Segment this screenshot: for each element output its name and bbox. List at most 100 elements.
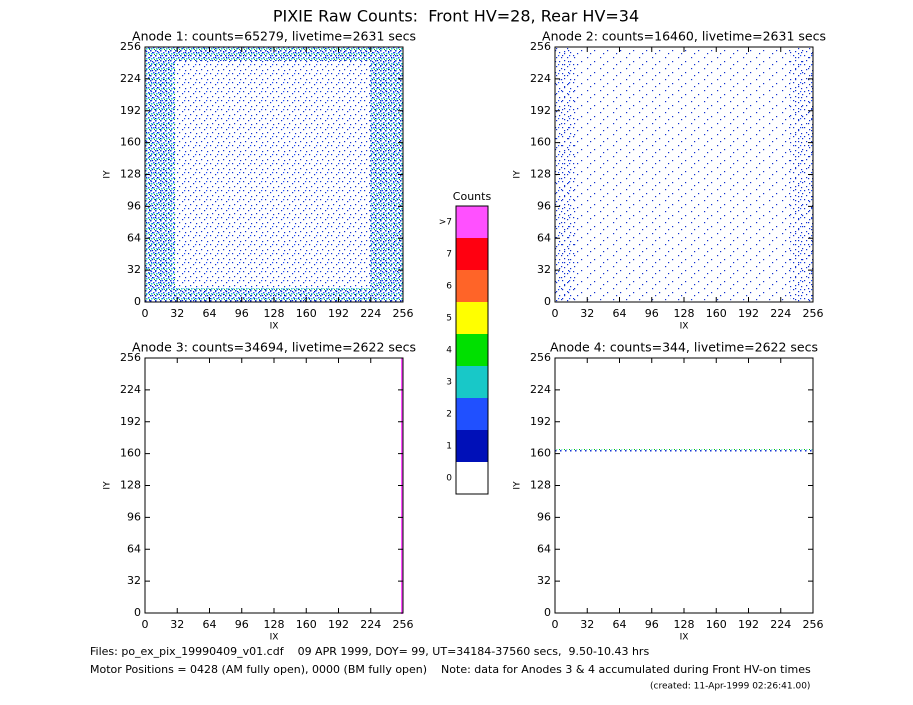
footer-line: Motor Positions = 0428 (AM fully open), … (90, 663, 811, 676)
x-axis-label: IX (680, 633, 689, 643)
x-tick-label: 256 (803, 618, 824, 631)
colorbar-label: >7 (439, 218, 452, 228)
y-tick-label: 128 (120, 168, 141, 181)
y-tick-label: 256 (120, 40, 141, 53)
footer-created: (created: 11-Apr-1999 02:26:41.00) (650, 682, 810, 692)
y-axis-label: IY (103, 170, 113, 179)
y-tick-label: 64 (127, 231, 141, 244)
x-tick-label: 128 (264, 618, 285, 631)
colorbar-swatch (456, 334, 488, 366)
x-tick-label: 192 (738, 618, 759, 631)
x-tick-label: 224 (360, 618, 381, 631)
x-tick-label: 160 (706, 307, 727, 320)
colorbar-label: 3 (446, 378, 452, 388)
colorbar-label: 2 (446, 410, 452, 420)
x-tick-label: 256 (393, 307, 414, 320)
x-tick-label: 160 (296, 618, 317, 631)
x-tick-label: 0 (142, 307, 149, 320)
y-tick-label: 160 (530, 447, 551, 460)
y-tick-label: 0 (544, 295, 551, 308)
y-tick-label: 224 (530, 72, 551, 85)
x-tick-label: 96 (645, 618, 659, 631)
x-tick-label: 192 (738, 307, 759, 320)
y-tick-label: 160 (120, 447, 141, 460)
x-tick-label: 160 (296, 307, 317, 320)
texture (370, 47, 403, 302)
x-tick-label: 256 (803, 307, 824, 320)
x-tick-label: 32 (170, 307, 184, 320)
y-axis-label: IY (513, 170, 523, 179)
y-tick-label: 192 (530, 415, 551, 428)
y-tick-label: 96 (127, 510, 141, 523)
colorbar-swatch (456, 366, 488, 398)
x-axis-label: IX (680, 322, 689, 332)
x-tick-label: 96 (235, 307, 249, 320)
colorbar-label: 6 (446, 282, 452, 292)
y-tick-label: 96 (537, 510, 551, 523)
texture (555, 47, 813, 302)
y-tick-label: 224 (530, 383, 551, 396)
colorbar-frame (455, 205, 489, 495)
y-tick-label: 32 (537, 574, 551, 587)
colorbar-swatch (456, 206, 488, 238)
footer-line: Files: po_ex_pix_19990409_v01.cdf 09 APR… (90, 645, 649, 658)
y-tick-label: 128 (120, 479, 141, 492)
x-tick-label: 160 (706, 618, 727, 631)
x-tick-label: 64 (613, 618, 627, 631)
colorbar-swatch (456, 302, 488, 334)
texture (145, 47, 403, 302)
x-axis-label: IX (270, 633, 279, 643)
y-tick-label: 96 (537, 199, 551, 212)
x-tick-label: 128 (264, 307, 285, 320)
x-tick-label: 0 (552, 618, 559, 631)
figure-title: PIXIE Raw Counts: Front HV=28, Rear HV=3… (273, 7, 639, 26)
x-tick-label: 256 (393, 618, 414, 631)
texture (555, 449, 813, 452)
plot-frame (554, 357, 814, 614)
y-tick-label: 192 (120, 104, 141, 117)
x-tick-label: 64 (203, 618, 217, 631)
y-tick-label: 32 (537, 263, 551, 276)
x-tick-label: 64 (203, 307, 217, 320)
y-tick-label: 128 (530, 479, 551, 492)
panel-title: Anode 2: counts=16460, livetime=2631 sec… (542, 29, 826, 44)
y-tick-label: 0 (134, 606, 141, 619)
y-tick-label: 256 (530, 40, 551, 53)
y-tick-label: 0 (544, 606, 551, 619)
x-tick-label: 224 (770, 307, 791, 320)
colorbar-swatch (456, 462, 488, 494)
y-tick-label: 64 (127, 542, 141, 555)
x-tick-label: 32 (580, 307, 594, 320)
x-tick-label: 64 (613, 307, 627, 320)
x-tick-label: 192 (328, 618, 349, 631)
y-tick-label: 160 (120, 136, 141, 149)
x-tick-label: 224 (770, 618, 791, 631)
y-tick-label: 64 (537, 231, 551, 244)
y-tick-label: 192 (530, 104, 551, 117)
y-tick-label: 0 (134, 295, 141, 308)
y-tick-label: 96 (127, 199, 141, 212)
x-tick-label: 224 (360, 307, 381, 320)
panel-title: Anode 4: counts=344, livetime=2622 secs (550, 340, 818, 355)
y-tick-label: 32 (127, 263, 141, 276)
x-tick-label: 0 (142, 618, 149, 631)
y-tick-label: 128 (530, 168, 551, 181)
y-tick-label: 256 (530, 351, 551, 364)
y-tick-label: 160 (530, 136, 551, 149)
y-tick-label: 256 (120, 351, 141, 364)
x-tick-label: 192 (328, 307, 349, 320)
colorbar-label: 4 (446, 346, 452, 356)
colorbar-swatch (456, 238, 488, 270)
y-tick-label: 64 (537, 542, 551, 555)
colorbar-label: 7 (446, 250, 452, 260)
y-tick-label: 224 (120, 383, 141, 396)
colorbar-label: 0 (446, 474, 452, 484)
colorbar-swatch (456, 270, 488, 302)
x-tick-label: 32 (580, 618, 594, 631)
y-tick-label: 192 (120, 415, 141, 428)
texture (790, 47, 813, 302)
colorbar-title: Counts (453, 190, 492, 203)
y-tick-label: 32 (127, 574, 141, 587)
x-tick-label: 96 (645, 307, 659, 320)
